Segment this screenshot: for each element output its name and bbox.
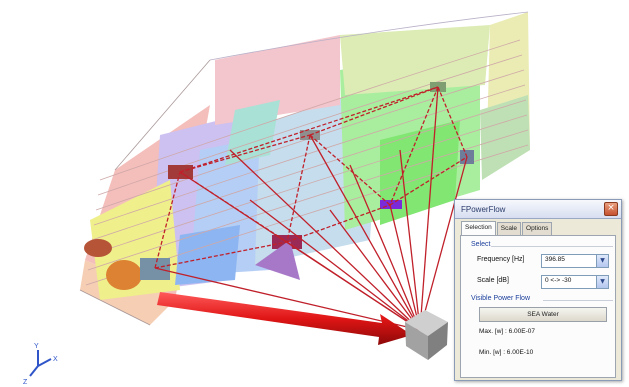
- group-divider: [543, 300, 613, 301]
- panel-titlebar[interactable]: FPowerFlow ×: [455, 200, 621, 219]
- hull-panel-teal: [225, 100, 280, 165]
- min-power-readout: Min. [w] : 6.00E-10: [479, 349, 534, 356]
- axis-label-z: Z: [23, 379, 28, 386]
- axis-triad: Y X Z: [23, 343, 58, 386]
- group-divider: [491, 246, 613, 247]
- scale-value: 0 <-> -30: [545, 277, 572, 284]
- frequency-value: 396.85: [545, 256, 565, 263]
- tab-selection[interactable]: Selection: [461, 221, 496, 235]
- panel-tabs: Selection Scale Options: [455, 219, 621, 235]
- frequency-select[interactable]: 396.85 ▼: [541, 254, 609, 268]
- frequency-label: Frequency [Hz]: [477, 256, 525, 263]
- scale-label: Scale [dB]: [477, 277, 509, 284]
- component-block: [140, 258, 170, 280]
- scale-dropdown-button[interactable]: ▼: [596, 276, 608, 288]
- hull-panel-yellowgreen: [340, 25, 490, 95]
- select-group-label: Select: [471, 241, 491, 248]
- visible-power-flow-group-label: Visible Power Flow: [471, 295, 531, 302]
- hull-panel-pink-top: [215, 35, 340, 125]
- component-frame: [255, 240, 300, 280]
- source-cube: [405, 310, 448, 360]
- engine-housing: [106, 260, 142, 290]
- axis-label-y: Y: [34, 343, 39, 350]
- close-button[interactable]: ×: [604, 202, 618, 216]
- max-power-readout: Max. [w] : 6.00E-07: [479, 328, 535, 335]
- axis-label-x: X: [53, 356, 58, 363]
- tab-scale[interactable]: Scale: [496, 222, 522, 235]
- material-selector[interactable]: SEA Water: [479, 307, 607, 322]
- hull-panel-brightgreen: [380, 120, 460, 225]
- selection-tab-content: Select Frequency [Hz] 396.85 ▼ Scale [dB…: [460, 235, 616, 378]
- panel-title: FPowerFlow: [461, 204, 506, 214]
- power-flow-panel: FPowerFlow × Selection Scale Options Sel…: [454, 199, 622, 381]
- chevron-down-icon: ▼: [600, 278, 605, 285]
- hull-panel-sage: [480, 95, 530, 180]
- scale-select[interactable]: 0 <-> -30 ▼: [541, 275, 609, 289]
- power-flow-lines-to-source: [154, 86, 468, 331]
- shaft-end: [84, 239, 112, 257]
- close-icon: ×: [607, 203, 615, 213]
- chevron-down-icon: ▼: [600, 257, 605, 264]
- tab-options[interactable]: Options: [522, 222, 553, 235]
- power-flow-arrow: [157, 292, 412, 345]
- frequency-dropdown-button[interactable]: ▼: [596, 255, 608, 267]
